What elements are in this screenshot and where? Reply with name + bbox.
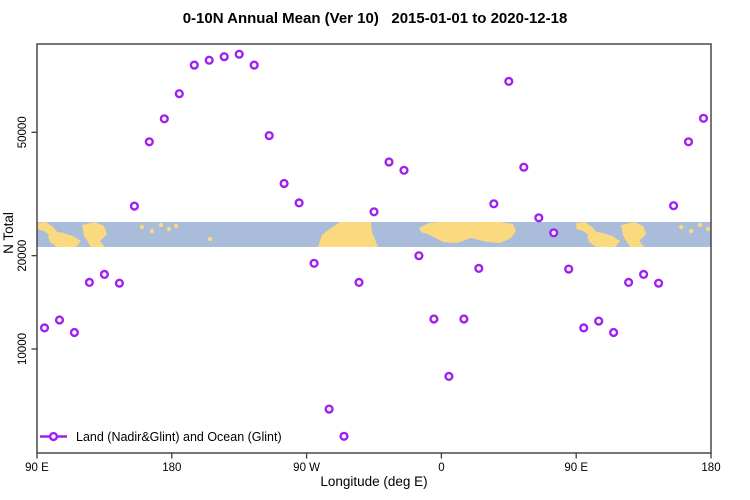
land-island bbox=[173, 223, 179, 229]
data-point bbox=[399, 165, 409, 175]
land-mass bbox=[576, 222, 599, 238]
data-point bbox=[549, 228, 559, 238]
data-point bbox=[249, 60, 259, 70]
y-axis: 10000 20000 50000 bbox=[17, 116, 37, 365]
data-point bbox=[534, 213, 544, 223]
y-axis-label: N Total bbox=[1, 212, 16, 254]
data-point bbox=[653, 278, 664, 288]
land-mass bbox=[621, 222, 647, 247]
land-island bbox=[149, 228, 155, 234]
data-point bbox=[69, 327, 80, 338]
plot-frame bbox=[36, 43, 712, 454]
data-point bbox=[414, 251, 424, 261]
x-tick-label: 90 E bbox=[564, 462, 588, 474]
data-point bbox=[144, 137, 154, 147]
legend: Land (Nadir&Glint) and Ocean (Glint) bbox=[40, 430, 282, 444]
land-island bbox=[207, 236, 213, 242]
data-point bbox=[294, 198, 304, 208]
land-mass bbox=[37, 222, 59, 238]
data-point bbox=[698, 113, 709, 123]
land-island bbox=[713, 224, 717, 228]
data-point bbox=[504, 76, 514, 87]
x-tick-label: 0 bbox=[438, 462, 444, 474]
data-point bbox=[189, 60, 199, 70]
x-tick-label: 180 bbox=[701, 462, 720, 474]
data-point bbox=[279, 178, 289, 189]
data-point bbox=[668, 201, 679, 211]
x-axis-label: Longitude (deg E) bbox=[320, 474, 427, 489]
map-band bbox=[37, 222, 717, 247]
legend-label: Land (Nadir&Glint) and Ocean (Glint) bbox=[76, 430, 282, 444]
land-mass bbox=[82, 222, 107, 247]
data-point bbox=[354, 277, 364, 288]
data-point bbox=[594, 316, 604, 326]
land-island bbox=[689, 228, 694, 234]
data-point bbox=[114, 278, 125, 288]
y-tick-label: 50000 bbox=[17, 116, 29, 148]
land-mass bbox=[318, 222, 378, 247]
land-island bbox=[706, 226, 711, 232]
land-island bbox=[698, 222, 703, 228]
data-point bbox=[174, 89, 184, 99]
land-island bbox=[166, 226, 172, 232]
data-point bbox=[519, 162, 529, 172]
y-tick-label: 20000 bbox=[17, 240, 29, 272]
data-point bbox=[638, 269, 649, 280]
data-point bbox=[159, 114, 169, 124]
data-point bbox=[39, 323, 50, 333]
data-points bbox=[39, 49, 709, 441]
data-point bbox=[204, 55, 214, 65]
x-tick-label: 90 E bbox=[25, 462, 49, 474]
data-point bbox=[489, 199, 499, 209]
data-point bbox=[459, 314, 469, 324]
data-point bbox=[324, 404, 334, 414]
data-point bbox=[339, 431, 349, 441]
y-tick-label: 10000 bbox=[17, 333, 29, 365]
data-point bbox=[579, 323, 589, 333]
x-tick-label: 180 bbox=[162, 462, 181, 474]
legend-marker-icon bbox=[48, 431, 59, 442]
data-point bbox=[84, 277, 95, 288]
data-point bbox=[129, 201, 140, 211]
data-point bbox=[683, 137, 694, 147]
data-point bbox=[384, 157, 394, 167]
land-island bbox=[139, 224, 145, 230]
data-point bbox=[219, 52, 229, 62]
land-island bbox=[158, 222, 164, 228]
data-point bbox=[608, 327, 619, 338]
land-mass bbox=[419, 222, 516, 243]
data-point bbox=[564, 264, 574, 274]
x-tick-label: 90 W bbox=[293, 462, 320, 474]
data-point bbox=[99, 269, 110, 280]
land-island bbox=[679, 224, 684, 230]
land-mass bbox=[587, 232, 621, 247]
data-point bbox=[234, 49, 244, 59]
data-point bbox=[474, 263, 484, 274]
data-point bbox=[369, 207, 379, 217]
data-point bbox=[429, 314, 439, 324]
data-point bbox=[54, 315, 65, 325]
chart-title: 0-10N Annual Mean (Ver 10) 2015-01-01 to… bbox=[182, 10, 568, 27]
data-point bbox=[444, 371, 454, 382]
data-point bbox=[264, 131, 274, 141]
x-axis: 90 E 180 90 W 0 90 E 180 bbox=[25, 453, 721, 474]
data-point bbox=[309, 258, 319, 268]
land-mass bbox=[48, 232, 81, 247]
data-point bbox=[623, 277, 634, 288]
